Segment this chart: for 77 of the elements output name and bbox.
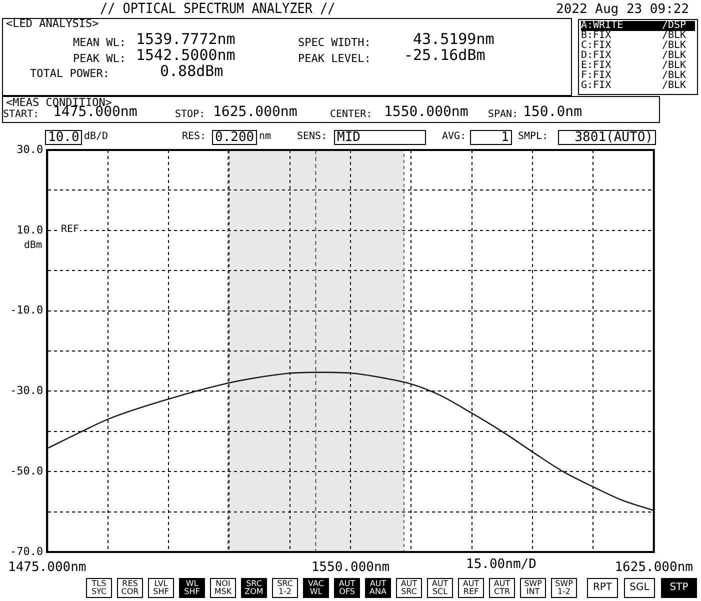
text: SWP INT [520, 578, 546, 598]
text: START: [3, 109, 40, 120]
text: G:FIX [581, 80, 612, 91]
text: SRC ZOM [241, 578, 267, 598]
text: 0.200 [212, 130, 258, 145]
text: 0.88dBm [160, 62, 224, 80]
text: -25.16dBm [404, 46, 486, 64]
text: /BLK [662, 70, 686, 81]
text: <LED ANALYSIS> [6, 17, 99, 30]
text: B:FIX [581, 30, 612, 41]
text: SWP 1-2 [551, 578, 577, 598]
y-tick-label: 30.0 [16, 142, 44, 156]
y-tick-label: -70.0 [10, 544, 44, 558]
text: 3801(AUTO) [558, 130, 656, 145]
text: CENTER: [330, 109, 372, 120]
y-tick-label: -30.0 [10, 384, 44, 398]
text: NOI MSK [210, 578, 236, 598]
x-tick-label: 1475.000nm [8, 560, 86, 576]
text: nm [259, 131, 272, 142]
text: dB/D [84, 131, 108, 142]
text: TOTAL POWER: [30, 67, 110, 80]
text: STOP: [175, 109, 206, 120]
text: 15.00nm/D [466, 557, 536, 572]
text: 1550.000nm [384, 104, 468, 120]
text: 10.0 [45, 130, 82, 145]
text: RPT [587, 578, 618, 598]
text: AUT REF [458, 578, 484, 598]
text: SGL [624, 578, 655, 598]
text: 1 [470, 130, 512, 145]
y-tick-label: -50.0 [10, 464, 44, 478]
x-tick-label: 1625.000nm [614, 560, 694, 576]
y-tick-label: -10.0 [10, 304, 44, 317]
text: AUT SCL [427, 578, 453, 598]
text: PEAK LEVEL: [298, 52, 371, 65]
text: /BLK [662, 60, 686, 71]
text: /BLK [662, 40, 686, 51]
text: AUT OFS [334, 578, 360, 598]
text: SENS: [297, 131, 328, 142]
text: SPEC WIDTH: [298, 36, 371, 49]
chart-title: // OPTICAL SPECTRUM ANALYZER // [100, 1, 336, 17]
text: F:FIX [581, 70, 612, 81]
text: dBm [24, 240, 42, 251]
text: SPAN: [488, 109, 518, 120]
text: STP [661, 578, 697, 598]
text: 1542.5000nm [136, 46, 236, 64]
line-series [48, 372, 654, 511]
text: AUT SRC [396, 578, 422, 598]
text: AUT ANA [365, 578, 391, 598]
text: PEAK WL: [72, 52, 126, 65]
text: /BLK [662, 50, 686, 61]
text: A:WRITE [581, 20, 624, 31]
text: /BLK [662, 80, 686, 91]
text: SRC 1-2 [272, 578, 298, 598]
text: TLS SYC [86, 578, 112, 598]
text: SMPL: [518, 131, 548, 142]
text: RES: [182, 131, 206, 142]
text: MID [334, 130, 426, 145]
text: LVL SHF [148, 578, 174, 598]
x-tick-label: 1550.000nm [311, 560, 390, 576]
text: /DSP [662, 20, 686, 31]
text: 1625.000nm [213, 104, 298, 120]
text: AVG: [442, 131, 466, 142]
text: D:FIX [581, 50, 612, 61]
text: MEAN WL: [72, 36, 126, 49]
text: C:FIX [581, 40, 612, 51]
text: WL SHF [179, 578, 205, 598]
text: 43.5199nm [413, 30, 494, 48]
text: AUT CTR [489, 578, 515, 598]
text: 150.0nm [523, 104, 582, 120]
text: RES COR [117, 578, 143, 598]
text: E:FIX [581, 60, 612, 71]
text: VAC WL [303, 578, 329, 598]
text: 1539.7772nm [136, 30, 236, 48]
y-tick-label: 10.0 [16, 223, 44, 236]
text: /BLK [662, 30, 686, 41]
text: 2022 Aug 23 09:22 [556, 2, 690, 17]
annotation: REF [60, 224, 80, 235]
